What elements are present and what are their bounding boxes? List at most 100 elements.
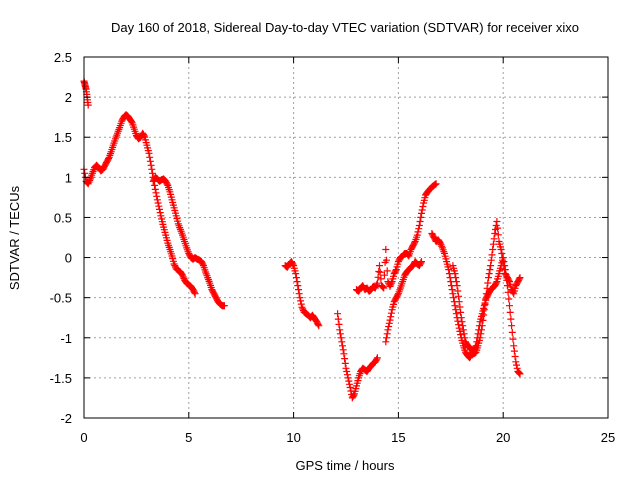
data-point bbox=[497, 246, 505, 253]
data-point bbox=[145, 149, 153, 157]
data-point bbox=[498, 250, 506, 257]
data-point bbox=[343, 371, 351, 379]
data-point bbox=[507, 315, 515, 323]
data-point bbox=[452, 278, 460, 286]
data-point bbox=[128, 118, 135, 126]
data-point bbox=[411, 239, 418, 247]
data-point bbox=[482, 295, 490, 303]
data-point bbox=[459, 326, 467, 334]
data-point bbox=[457, 331, 465, 339]
data-point bbox=[485, 270, 493, 278]
data-point bbox=[492, 279, 500, 287]
data-point bbox=[152, 189, 160, 197]
data-point bbox=[373, 354, 381, 362]
data-point bbox=[343, 368, 351, 375]
data-point bbox=[148, 165, 156, 173]
data-point bbox=[449, 290, 457, 298]
data-point bbox=[513, 364, 521, 372]
data-point bbox=[509, 288, 517, 296]
data-point bbox=[350, 391, 358, 399]
data-point bbox=[456, 327, 464, 335]
data-point bbox=[460, 330, 468, 338]
data-point bbox=[484, 279, 492, 287]
x-tick-label: 15 bbox=[391, 430, 405, 445]
data-point bbox=[415, 225, 423, 233]
data-point bbox=[345, 377, 353, 385]
data-point bbox=[151, 181, 159, 189]
data-point bbox=[508, 328, 516, 336]
data-point bbox=[387, 313, 395, 321]
data-point bbox=[511, 353, 519, 360]
data-point bbox=[500, 262, 508, 270]
data-point bbox=[448, 286, 456, 294]
data-point bbox=[156, 209, 164, 217]
data-point bbox=[455, 292, 462, 300]
y-axis-label: SDTVAR / TECUs bbox=[7, 185, 22, 290]
data-point bbox=[499, 254, 506, 262]
series-segment-7 bbox=[382, 258, 425, 346]
data-point bbox=[336, 326, 344, 334]
data-point bbox=[488, 251, 496, 259]
data-point bbox=[499, 258, 507, 266]
data-points bbox=[80, 77, 524, 402]
data-point bbox=[479, 316, 487, 324]
data-point bbox=[414, 228, 422, 236]
data-point bbox=[105, 155, 112, 163]
x-tick-labels: 0 5 10 15 20 25 bbox=[80, 430, 615, 445]
data-point bbox=[371, 284, 379, 292]
data-point bbox=[505, 295, 513, 303]
data-point bbox=[453, 282, 461, 290]
data-point bbox=[491, 230, 499, 237]
data-point bbox=[387, 279, 395, 287]
data-point bbox=[486, 266, 494, 274]
data-point bbox=[386, 282, 394, 290]
data-point bbox=[515, 275, 523, 283]
data-point bbox=[292, 270, 300, 278]
data-point bbox=[416, 218, 424, 225]
y-tick-labels: 2.5 2 1.5 1 0.5 0 -0.5 -1 -1.5 -2 bbox=[50, 50, 72, 426]
data-point bbox=[482, 290, 490, 298]
x-tick-label: 10 bbox=[286, 430, 300, 445]
data-point bbox=[419, 203, 427, 210]
data-point bbox=[483, 284, 491, 292]
series-segment-9 bbox=[449, 218, 524, 358]
data-point bbox=[344, 374, 352, 382]
data-point bbox=[314, 320, 322, 328]
series-segment-2 bbox=[80, 111, 199, 298]
data-point bbox=[337, 334, 345, 342]
data-point bbox=[140, 132, 148, 140]
series-segment-4 bbox=[281, 258, 323, 330]
data-point bbox=[445, 266, 453, 274]
data-point bbox=[451, 302, 459, 310]
data-point bbox=[163, 180, 171, 188]
data-point bbox=[477, 330, 485, 338]
data-point bbox=[383, 334, 390, 342]
x-axis-label: GPS time / hours bbox=[296, 458, 395, 473]
data-point bbox=[383, 330, 391, 338]
data-point bbox=[81, 169, 89, 177]
x-tick-label: 0 bbox=[80, 430, 87, 445]
data-point bbox=[295, 286, 302, 294]
data-point bbox=[516, 370, 524, 378]
data-point bbox=[487, 262, 495, 270]
data-point bbox=[84, 101, 92, 109]
data-point bbox=[456, 303, 464, 311]
data-point bbox=[199, 260, 207, 268]
data-point bbox=[146, 157, 154, 165]
data-point bbox=[515, 369, 523, 377]
y-tick-label: -1 bbox=[60, 331, 72, 346]
data-point bbox=[293, 278, 301, 286]
data-point bbox=[417, 213, 425, 221]
data-point bbox=[382, 338, 390, 346]
data-point bbox=[489, 246, 497, 253]
data-point bbox=[494, 224, 502, 232]
data-point bbox=[457, 314, 465, 322]
y-tick-label: 0 bbox=[65, 251, 72, 266]
data-point bbox=[190, 288, 198, 296]
data-point bbox=[450, 294, 458, 302]
data-point bbox=[341, 359, 349, 367]
data-point bbox=[155, 202, 163, 210]
data-point bbox=[438, 242, 446, 250]
data-point bbox=[376, 268, 384, 276]
data-point bbox=[452, 310, 460, 318]
